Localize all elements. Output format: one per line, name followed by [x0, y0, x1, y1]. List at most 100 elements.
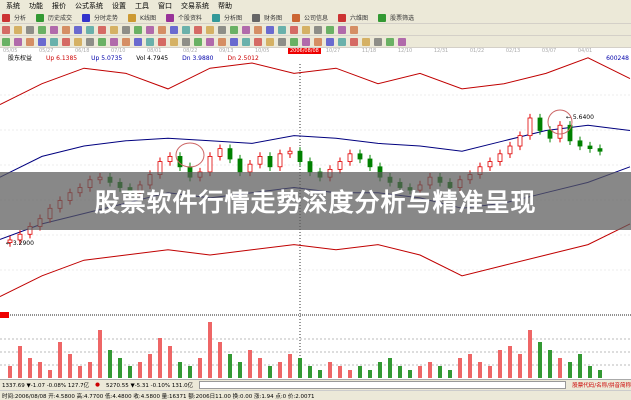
view-icon[interactable] [338, 13, 347, 22]
drawing-tool-icon[interactable] [326, 37, 334, 46]
drawing-tool-icon[interactable] [362, 37, 370, 46]
nav-tool-icon[interactable] [158, 25, 166, 34]
drawing-tool-icon[interactable] [398, 37, 406, 46]
nav-tool-icon[interactable] [242, 25, 250, 34]
drawing-tool-icon[interactable] [338, 37, 346, 46]
nav-tool-icon[interactable] [254, 25, 262, 34]
nav-tool-icon[interactable] [38, 25, 46, 34]
drawing-tool-icon[interactable] [350, 37, 358, 46]
nav-tool-icon[interactable] [50, 25, 58, 34]
drawing-tool-icon[interactable] [62, 37, 70, 46]
toolbar-view-button[interactable]: 股票筛选 [390, 15, 415, 22]
nav-tool-icon[interactable] [278, 25, 286, 34]
nav-tool-icon[interactable] [14, 25, 22, 34]
menu-tools[interactable]: 工具 [135, 2, 149, 10]
drawing-tool-icon[interactable] [182, 37, 190, 46]
menu-function[interactable]: 功能 [29, 2, 43, 10]
nav-tool-icon[interactable] [62, 25, 70, 34]
nav-tool-icon[interactable] [26, 25, 34, 34]
drawing-tool-icon[interactable] [242, 37, 250, 46]
view-icon[interactable] [378, 13, 387, 22]
toolbar-view-button[interactable]: 分时走势 [94, 15, 119, 22]
nav-tool-icon[interactable] [302, 25, 310, 34]
toolbar-view-button[interactable]: 分析图 [224, 15, 243, 22]
nav-tool-icon[interactable] [230, 25, 238, 34]
menu-system[interactable]: 系统 [6, 2, 20, 10]
toolbar-view-button[interactable]: 财务图 [264, 15, 283, 22]
toolbar-view-button[interactable]: 历史成交 [48, 15, 73, 22]
nav-tool-icon[interactable] [266, 25, 274, 34]
toolbar-view-button[interactable]: 公司信息 [304, 15, 329, 22]
toolbar-view-button[interactable]: 个股资料 [177, 15, 202, 22]
nav-tool-icon[interactable] [134, 25, 142, 34]
drawing-tool-icon[interactable] [74, 37, 82, 46]
drawing-tool-icon[interactable] [110, 37, 118, 46]
nav-tool-icon[interactable] [170, 25, 178, 34]
drawing-tool-icon[interactable] [194, 37, 202, 46]
menu-quote[interactable]: 报价 [52, 2, 66, 10]
nav-tool-icon[interactable] [110, 25, 118, 34]
nav-tool-icon[interactable] [350, 25, 358, 34]
view-icon[interactable] [2, 13, 10, 22]
nav-tool-icon[interactable] [194, 25, 202, 34]
volume-bar [588, 366, 592, 378]
volume-bar [128, 366, 132, 378]
drawing-tool-icon[interactable] [206, 37, 214, 46]
drawing-tool-icon[interactable] [290, 37, 298, 46]
view-icon[interactable] [128, 13, 137, 22]
drawing-tool-icon[interactable] [218, 37, 226, 46]
drawing-tool-icon[interactable] [254, 37, 262, 46]
nav-tool-icon[interactable] [182, 25, 190, 34]
drawing-tool-icon[interactable] [278, 37, 286, 46]
drawing-tool-icon[interactable] [98, 37, 106, 46]
menu-trading[interactable]: 交易系统 [181, 2, 209, 10]
drawing-tool-icon[interactable] [158, 37, 166, 46]
toolbar-view-button[interactable]: 六维图 [350, 15, 369, 22]
drawing-tool-icon[interactable] [2, 37, 10, 46]
nav-tool-icon[interactable] [314, 25, 322, 34]
menu-help[interactable]: 帮助 [218, 2, 232, 10]
menu-settings[interactable]: 设置 [112, 2, 126, 10]
nav-tool-icon[interactable] [86, 25, 94, 34]
volume-bar [98, 330, 102, 378]
drawing-tool-icon[interactable] [50, 37, 58, 46]
nav-tool-icon[interactable] [206, 25, 214, 34]
nav-tool-icon[interactable] [74, 25, 82, 34]
view-icon[interactable] [36, 13, 45, 22]
nav-tool-icon[interactable] [218, 25, 226, 34]
nav-tool-icon[interactable] [326, 25, 334, 34]
toolbar-view-button[interactable]: K线图 [140, 15, 156, 22]
drawing-tool-icon[interactable] [146, 37, 154, 46]
nav-tool-icon[interactable] [122, 25, 130, 34]
drawing-tool-icon[interactable] [314, 37, 322, 46]
volume-bar [368, 370, 372, 378]
drawing-tool-icon[interactable] [38, 37, 46, 46]
view-icon[interactable] [165, 13, 174, 22]
nav-tool-icon[interactable] [146, 25, 154, 34]
view-icon[interactable] [212, 13, 220, 22]
volume-bar [118, 358, 122, 378]
drawing-tool-icon[interactable] [122, 37, 130, 46]
nav-tool-icon[interactable] [98, 25, 106, 34]
view-icon[interactable] [252, 13, 261, 22]
drawing-tool-icon[interactable] [374, 37, 382, 46]
drawing-tool-icon[interactable] [26, 37, 34, 46]
drawing-tool-icon[interactable] [230, 37, 238, 46]
drawing-tool-icon[interactable] [170, 37, 178, 46]
nav-tool-icon[interactable] [2, 25, 10, 34]
menu-formula[interactable]: 公式系统 [75, 2, 103, 10]
nav-tool-icon[interactable] [290, 25, 298, 34]
drawing-tool-icon[interactable] [14, 37, 22, 46]
drawing-tool-icon[interactable] [134, 37, 142, 46]
view-icon[interactable] [292, 13, 301, 22]
toolbar-view-button[interactable]: 分析 [14, 15, 27, 22]
menu-window[interactable]: 窗口 [158, 2, 172, 10]
command-input[interactable] [199, 381, 567, 389]
search-hint: 股票代码/名称/拼音简称 [572, 383, 631, 389]
view-icon[interactable] [82, 13, 91, 22]
drawing-tool-icon[interactable] [302, 37, 310, 46]
drawing-tool-icon[interactable] [86, 37, 94, 46]
nav-tool-icon[interactable] [338, 25, 346, 34]
drawing-tool-icon[interactable] [386, 37, 394, 46]
drawing-tool-icon[interactable] [266, 37, 274, 46]
